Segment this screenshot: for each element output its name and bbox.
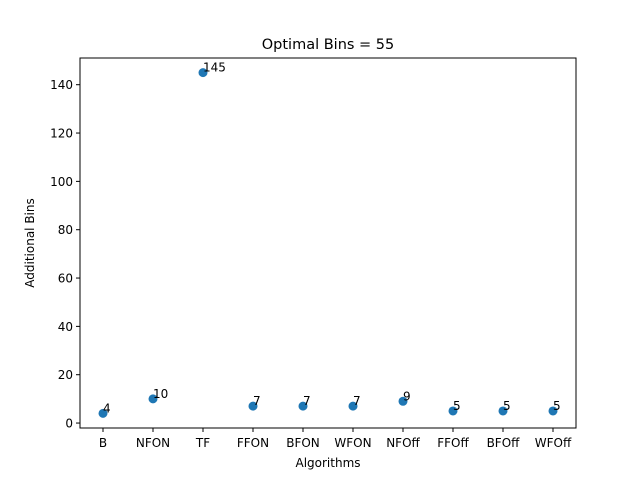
y-axis-title: Additional Bins — [23, 198, 37, 287]
y-tick-label: 80 — [58, 223, 73, 237]
x-tick-label: WFOff — [535, 436, 572, 450]
data-point — [498, 406, 508, 416]
data-point — [148, 394, 158, 404]
data-label: 5 — [553, 399, 561, 413]
data-point — [98, 408, 108, 418]
x-tick-label: BFOff — [487, 436, 521, 450]
y-axis-ticks: 0 20 40 60 80 100 120 140 — [50, 78, 80, 431]
data-label: 145 — [203, 61, 226, 75]
y-tick-label: 100 — [50, 175, 73, 189]
x-axis-title: Algorithms — [295, 456, 360, 470]
y-tick-label: 140 — [50, 78, 73, 92]
data-labels: 4 10 145 7 7 7 9 5 5 5 — [103, 61, 561, 416]
y-tick-label: 60 — [58, 272, 73, 286]
data-label: 5 — [503, 399, 511, 413]
x-tick-label: TF — [195, 436, 210, 450]
data-label: 7 — [253, 394, 261, 408]
x-tick-label: WFON — [334, 436, 371, 450]
data-label: 7 — [353, 394, 361, 408]
plot-frame — [79, 57, 577, 429]
data-point — [248, 401, 258, 411]
data-points — [98, 68, 558, 418]
data-point — [548, 406, 558, 416]
data-label: 10 — [153, 387, 168, 401]
x-tick-label: FFOff — [437, 436, 469, 450]
x-tick-label: NFON — [136, 436, 170, 450]
x-tick-label: B — [99, 436, 107, 450]
data-label: 5 — [453, 399, 461, 413]
chart-title: Optimal Bins = 55 — [262, 37, 395, 53]
x-tick-label: BFON — [286, 436, 320, 450]
data-label: 9 — [403, 389, 411, 403]
plot-area — [80, 58, 576, 428]
data-point — [448, 406, 458, 416]
y-tick-label: 20 — [58, 368, 73, 382]
data-label: 4 — [103, 401, 111, 415]
data-point — [398, 396, 408, 406]
data-point — [298, 401, 308, 411]
y-tick-label: 40 — [58, 320, 73, 334]
data-point — [348, 401, 358, 411]
x-tick-label: NFOff — [386, 436, 420, 450]
data-point — [198, 68, 208, 78]
x-axis-ticks: B NFON TF FFON BFON WFON NFOff FFOff BFOff WFOff — [99, 428, 572, 450]
y-tick-label: 120 — [50, 127, 73, 141]
y-tick-label: 0 — [65, 417, 73, 431]
data-label: 7 — [303, 394, 311, 408]
x-tick-label: FFON — [237, 436, 269, 450]
